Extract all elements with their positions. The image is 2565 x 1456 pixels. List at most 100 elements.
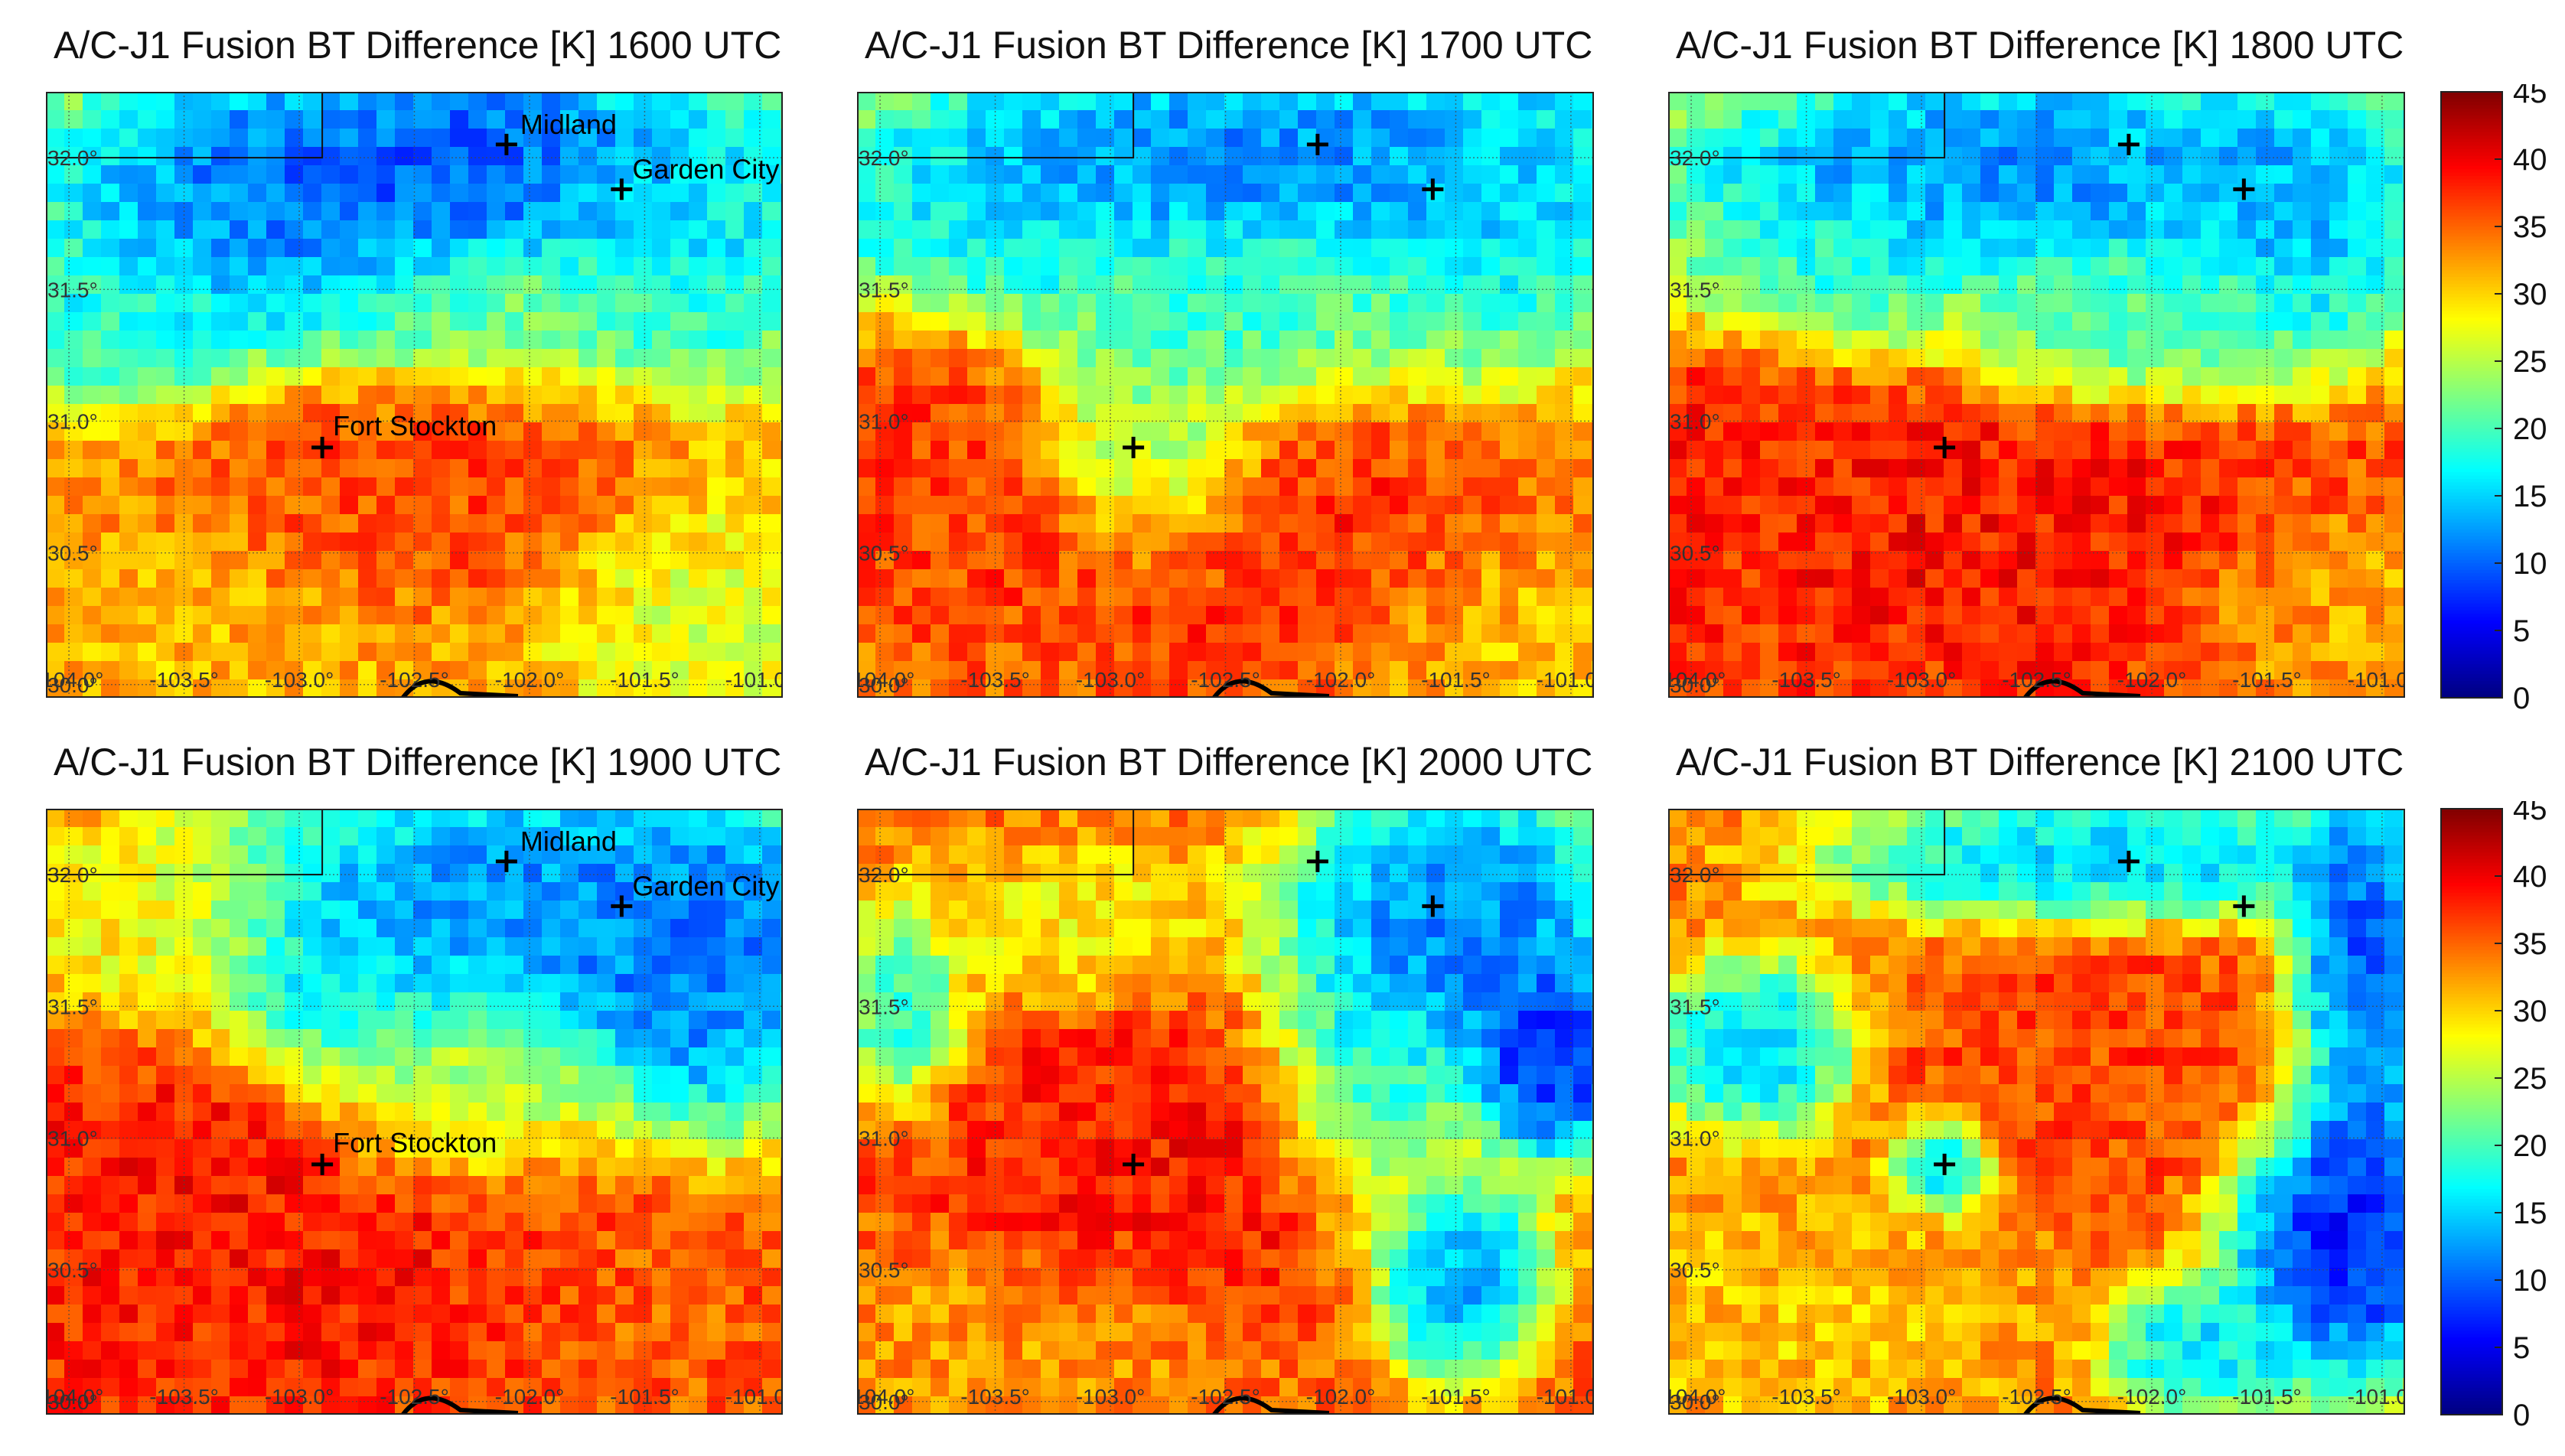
heat-cell xyxy=(1096,220,1115,239)
heat-cell xyxy=(1944,569,1963,588)
heat-cell xyxy=(1573,294,1592,313)
heat-cell xyxy=(1151,386,1170,405)
heat-cell xyxy=(2329,496,2348,515)
heat-cell xyxy=(949,349,968,368)
heat-cell xyxy=(1261,404,1280,423)
heat-cell xyxy=(2348,147,2367,166)
heat-cell xyxy=(1169,257,1188,276)
heat-cell xyxy=(1316,312,1335,331)
heat-cell xyxy=(949,110,968,129)
heat-cell xyxy=(1537,165,1556,184)
heat-cell xyxy=(1537,147,1556,166)
heat-cell xyxy=(1353,147,1372,166)
heat-cell xyxy=(1907,257,1926,276)
heat-cell xyxy=(1335,643,1354,662)
heat-cell xyxy=(138,1084,157,1103)
heat-cell xyxy=(762,1066,781,1085)
heat-cell xyxy=(2293,679,2312,698)
heat-cell xyxy=(597,92,616,111)
heat-cell xyxy=(1852,331,1871,350)
heat-cell xyxy=(1096,367,1115,386)
heat-cell xyxy=(46,882,65,901)
heat-cell xyxy=(689,110,708,129)
heat-cell xyxy=(1962,643,1981,662)
heat-cell xyxy=(2274,92,2293,111)
heat-cell xyxy=(2256,165,2275,184)
heat-cell xyxy=(523,367,543,386)
heat-cell xyxy=(1481,220,1501,239)
heat-cell xyxy=(2072,551,2091,570)
heat-cell xyxy=(64,239,83,258)
heat-cell xyxy=(615,220,634,239)
heat-cell xyxy=(1390,441,1409,460)
city-marker xyxy=(611,178,633,200)
heat-cell xyxy=(1500,367,1519,386)
heat-cell xyxy=(1279,257,1299,276)
heat-cell xyxy=(450,882,469,901)
heat-cell xyxy=(1151,477,1170,497)
heat-cell xyxy=(211,422,230,441)
heat-cell xyxy=(1500,110,1519,129)
heat-cell xyxy=(83,679,102,698)
heat-cell xyxy=(670,1084,689,1103)
heat-cell xyxy=(2348,496,2367,515)
heat-cell xyxy=(1980,422,2000,441)
heat-cell xyxy=(2182,294,2202,313)
heat-cell xyxy=(505,1158,524,1177)
heat-cell xyxy=(1316,422,1335,441)
heat-cell xyxy=(967,257,986,276)
heat-cell xyxy=(376,1084,396,1103)
heat-cell xyxy=(1224,569,1243,588)
heat-cell xyxy=(542,1121,561,1140)
heat-cell xyxy=(1573,533,1592,552)
heat-cell xyxy=(1445,533,1464,552)
heat-cell xyxy=(634,992,653,1011)
heat-cell xyxy=(468,606,487,625)
heat-cell xyxy=(1059,165,1078,184)
heat-cell xyxy=(1261,294,1280,313)
heat-cell xyxy=(2035,643,2055,662)
heat-cell xyxy=(321,220,341,239)
heat-cell xyxy=(560,404,579,423)
heat-cell xyxy=(413,827,432,846)
heat-cell xyxy=(1944,679,1963,698)
heat-cell xyxy=(1537,386,1556,405)
heat-cell xyxy=(2293,312,2312,331)
heat-cell xyxy=(1573,588,1592,607)
heat-cell xyxy=(2311,459,2330,478)
heat-cell xyxy=(912,588,931,607)
heat-cell xyxy=(1041,367,1060,386)
heat-cell xyxy=(1852,275,1871,295)
heat-cell xyxy=(303,202,322,221)
heat-cell xyxy=(597,1047,616,1067)
heat-cell xyxy=(376,679,396,698)
heat-cell xyxy=(689,367,708,386)
heat-cell xyxy=(1133,551,1152,570)
heat-cell xyxy=(857,441,876,460)
heat-cell xyxy=(2237,220,2257,239)
heat-cell xyxy=(101,477,120,497)
heat-cell xyxy=(670,257,689,276)
heat-cell xyxy=(266,679,285,698)
heat-cell xyxy=(2054,129,2073,148)
heat-cell xyxy=(1169,661,1188,680)
heat-cell xyxy=(912,441,931,460)
heat-cell xyxy=(321,422,341,441)
heat-cell xyxy=(1096,275,1115,295)
heat-cell xyxy=(358,1158,377,1177)
heat-cell xyxy=(1316,220,1335,239)
heat-cell xyxy=(1962,367,1981,386)
heat-cell xyxy=(1907,367,1926,386)
heat-cell xyxy=(119,919,139,938)
heat-cell xyxy=(1445,367,1464,386)
heat-cell xyxy=(1889,679,1908,698)
heat-cell xyxy=(1059,275,1078,295)
lat-tick-label: 30.0° xyxy=(47,673,98,697)
heat-cell xyxy=(266,202,285,221)
heat-cell xyxy=(395,606,414,625)
heat-cell xyxy=(248,147,267,166)
heat-cell xyxy=(1096,110,1115,129)
heat-cell xyxy=(2329,661,2348,680)
heat-cell xyxy=(1022,386,1041,405)
heat-cell xyxy=(248,496,267,515)
